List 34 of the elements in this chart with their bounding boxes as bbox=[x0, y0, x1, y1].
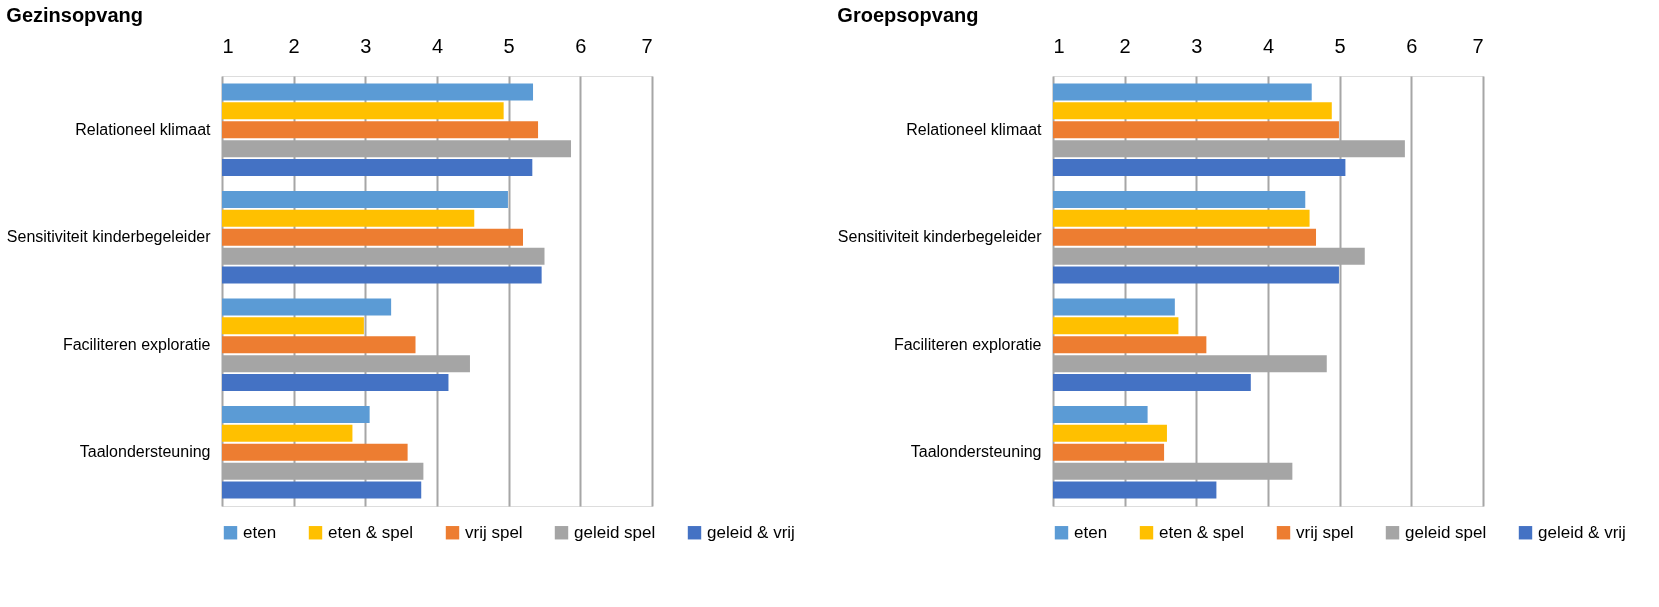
x-tick-label: 2 bbox=[288, 34, 300, 57]
chart-title: Gezinsopvang bbox=[6, 4, 144, 26]
legend-label: geleid & vrij bbox=[707, 522, 795, 542]
y-tick-label: Taalondersteuning bbox=[910, 443, 1042, 461]
legend-label: eten & spel bbox=[1159, 522, 1245, 542]
legend-label: vrij spel bbox=[1296, 522, 1354, 542]
chart-title: Groepsopvang bbox=[837, 4, 979, 26]
y-tick-label: Faciliteren exploratie bbox=[62, 335, 211, 353]
legend-label: vrij spel bbox=[465, 522, 523, 542]
legend-label: eten & spel bbox=[328, 522, 414, 542]
x-tick-label: 6 bbox=[575, 34, 587, 57]
y-tick-label: Faciliteren exploratie bbox=[893, 335, 1042, 353]
legend-label: geleid spel bbox=[1405, 522, 1487, 542]
x-tick-label: 4 bbox=[1262, 34, 1275, 57]
x-tick-label: 1 bbox=[222, 34, 234, 57]
x-tick-label: 7 bbox=[1472, 34, 1484, 57]
x-tick-label: 2 bbox=[1119, 34, 1131, 57]
x-tick-label: 5 bbox=[1334, 34, 1346, 57]
x-tick-label: 3 bbox=[1191, 34, 1203, 57]
x-tick-label: 1 bbox=[1053, 34, 1065, 57]
legend-label: geleid & vrij bbox=[1538, 522, 1626, 542]
y-tick-label: Relationeel klimaat bbox=[906, 120, 1043, 138]
legend-label: eten bbox=[1074, 522, 1108, 542]
x-tick-label: 7 bbox=[641, 34, 653, 57]
y-tick-label: Sensitiviteit kinderbegeleider bbox=[837, 228, 1043, 246]
legend-label: geleid spel bbox=[574, 522, 656, 542]
x-tick-label: 3 bbox=[360, 34, 372, 57]
x-tick-label: 4 bbox=[431, 34, 444, 57]
legend-label: eten bbox=[243, 522, 277, 542]
y-tick-label: Taalondersteuning bbox=[79, 443, 211, 461]
y-tick-label: Sensitiviteit kinderbegeleider bbox=[6, 228, 212, 246]
x-tick-label: 6 bbox=[1406, 34, 1418, 57]
y-tick-label: Relationeel klimaat bbox=[75, 120, 212, 138]
x-tick-label: 5 bbox=[503, 34, 515, 57]
